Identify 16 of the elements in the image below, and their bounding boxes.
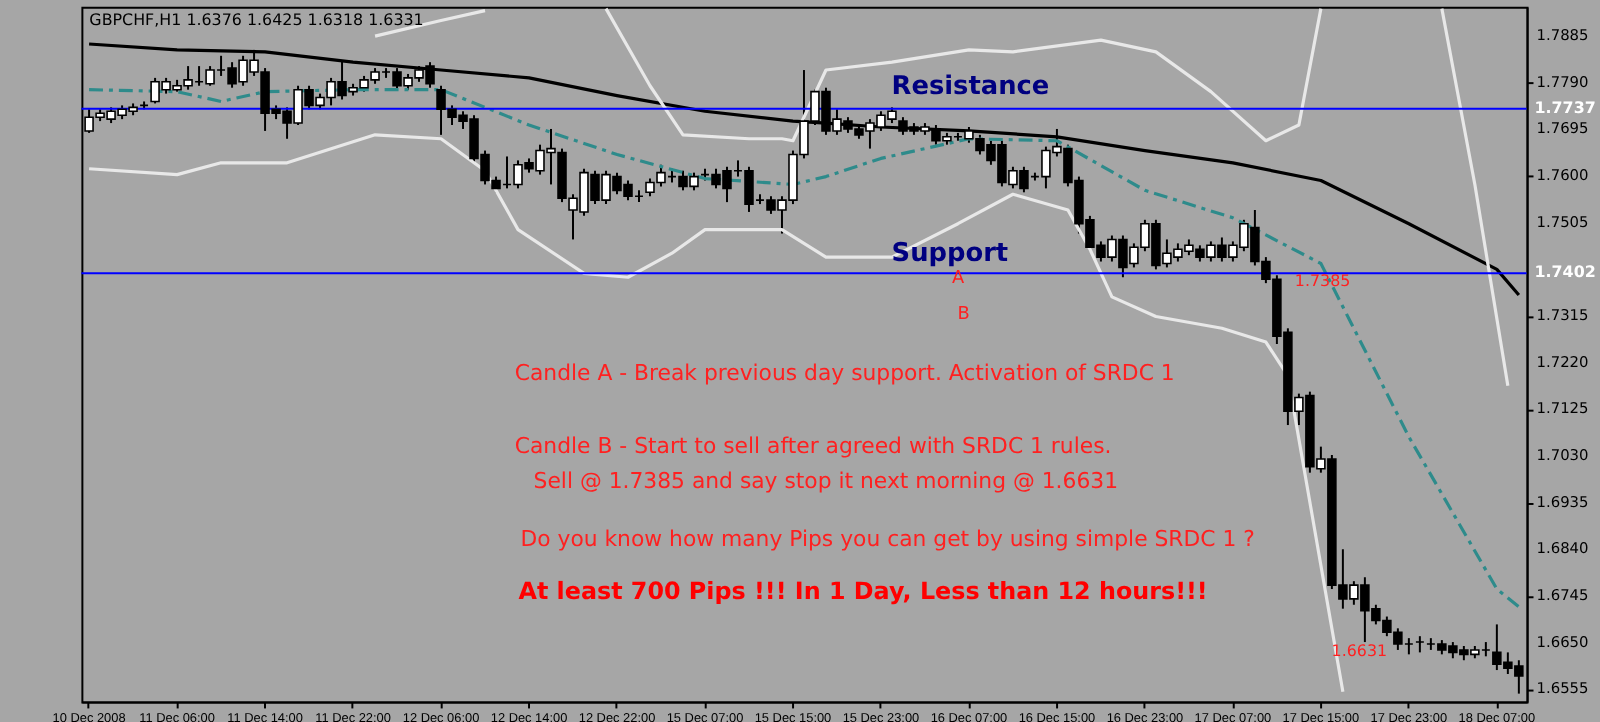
annotation: A (951, 269, 966, 290)
ref-line-label: 1.7737 (1534, 98, 1596, 117)
annotation: Candle B - Start to sell after agreed with SRDC 1 rules. (514, 432, 1112, 459)
annotation: B (957, 304, 970, 325)
annotation: Support (891, 239, 1009, 270)
annotation: 1.6631 (1331, 642, 1388, 661)
annotation: Candle A - Break previous day support. Activation of SRDC 1 (514, 359, 1175, 386)
annotation: 1.7385 (1294, 271, 1351, 290)
annotation: Sell @ 1.7385 and say stop it next morning @ 1.6631 (533, 468, 1119, 495)
annotation: Do you know how many Pips you can get by using simple SRDC 1 ? (520, 525, 1256, 552)
line-series (87, 42, 1521, 297)
ref-line-label: 1.7402 (1534, 263, 1596, 282)
annotation: Resistance (891, 71, 1050, 102)
annotation: At least 700 Pips !!! In 1 Day, Less than 12 hours!!! (518, 576, 1208, 605)
chart-title: GBPCHF,H1 1.6376 1.6425 1.6318 1.6331 (89, 10, 424, 29)
line-series (604, 7, 1323, 143)
